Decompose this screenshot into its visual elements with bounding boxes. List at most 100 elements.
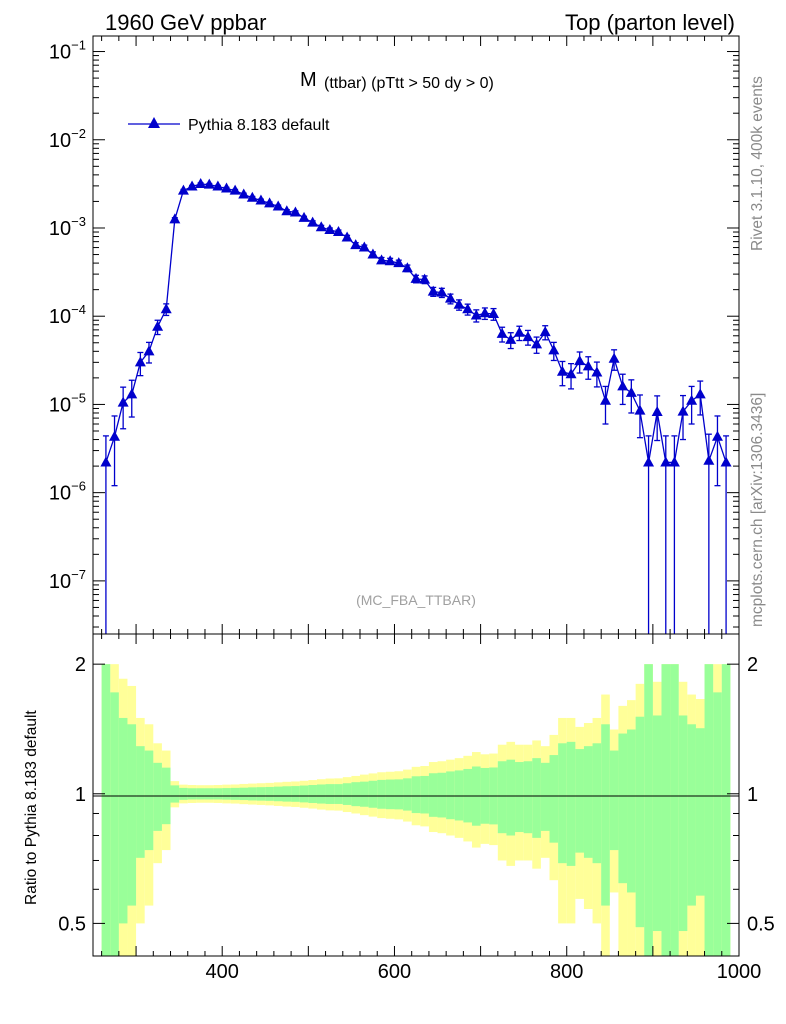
ratio-band-inner-bin <box>230 787 240 800</box>
ratio-band-inner-bin <box>549 755 559 843</box>
ratio-band-inner-bin <box>661 664 671 956</box>
data-point-marker <box>255 194 267 205</box>
ratio-band-inner-bin <box>299 785 309 803</box>
ratio-band-inner-bin <box>644 664 653 956</box>
ratio-band-inner-bin <box>713 692 722 956</box>
ratio-band-inner-bin <box>506 759 516 836</box>
data-point-marker <box>272 200 284 211</box>
ratio-band-inner-bin <box>213 788 223 800</box>
plot-title-main: M <box>300 69 317 91</box>
ratio-band-inner-bin <box>403 778 412 811</box>
data-point-marker <box>195 178 207 189</box>
ratio-y-tick-label-left: 0.5 <box>58 913 86 935</box>
data-point-marker <box>212 180 224 191</box>
data-point-marker <box>376 254 388 265</box>
data-point-marker <box>358 241 370 252</box>
ratio-band-inner-bin <box>695 728 705 896</box>
ratio-band-inner-bin <box>282 786 292 802</box>
ratio-band-inner-bin <box>342 783 352 805</box>
y-tick-label-base: 10 <box>49 394 71 416</box>
y-tick-label-base: 10 <box>49 483 71 505</box>
legend-label: Pythia 8.183 default <box>188 117 330 134</box>
data-point-marker <box>651 406 663 417</box>
ratio-band-inner-bin <box>291 786 300 802</box>
data-point-marker <box>281 205 293 216</box>
ratio-band-inner-bin <box>118 717 128 924</box>
ratio-frame <box>92 633 740 957</box>
ratio-band-inner-bin <box>256 787 266 801</box>
ratio-band-inner-bin <box>670 664 679 956</box>
x-tick-label: 800 <box>550 961 583 983</box>
y-tick-label-exponent: −3 <box>71 214 86 229</box>
data-point-marker <box>668 456 680 467</box>
ratio-y-tick-label-right: 2 <box>747 654 758 676</box>
ratio-band-inner-bin <box>170 785 180 803</box>
y-tick-label: 10−5 <box>49 390 86 416</box>
data-point-marker <box>264 197 276 208</box>
ratio-y-tick-label-left: 2 <box>75 654 86 676</box>
ratio-band-inner-bin <box>454 770 464 821</box>
data-point-marker <box>401 262 413 273</box>
ratio-band-inner-bin <box>497 761 507 834</box>
ratio-band-inner-bin <box>153 762 162 831</box>
ratio-band-inner-bin <box>187 788 197 800</box>
ratio-band-inner-bin <box>351 782 361 807</box>
x-tick-label: 600 <box>378 961 411 983</box>
ratio-band-inner-bin <box>239 787 249 801</box>
data-point-marker <box>152 320 164 331</box>
ratio-band-inner-bin <box>618 733 628 884</box>
data-point-marker <box>160 303 172 314</box>
ratio-band-inner-bin <box>265 786 274 801</box>
ratio-band-inner-bin <box>273 786 283 802</box>
header-left-label: 1960 GeV ppbar <box>105 10 266 35</box>
y-tick-label-exponent: −4 <box>71 302 86 317</box>
data-point-marker <box>548 344 560 355</box>
data-point-marker <box>703 454 715 465</box>
data-point-marker <box>410 272 422 283</box>
data-point-marker <box>109 430 121 441</box>
data-point-marker <box>315 221 327 232</box>
ratio-band-inner-bin <box>204 788 214 800</box>
data-point-marker <box>720 456 732 467</box>
ratio-band-inner-bin <box>308 785 317 803</box>
ratio-band-inner-bin <box>523 761 533 834</box>
ratio-y-tick-label-left: 1 <box>75 784 86 806</box>
ratio-band-inner-bin <box>592 743 602 864</box>
y-tick-label-exponent: −6 <box>71 479 86 494</box>
ratio-band-inner-bin <box>222 788 231 800</box>
data-point-marker <box>393 257 405 268</box>
ratio-band-inner-bin <box>127 724 137 906</box>
ratio-y-tick-label-right: 1 <box>747 784 758 806</box>
data-point-marker <box>660 456 672 467</box>
series-line <box>105 183 727 464</box>
data-point-marker <box>599 394 611 405</box>
data-point-marker <box>686 394 698 405</box>
data-point-marker <box>591 366 603 377</box>
data-point-marker <box>694 388 706 399</box>
y-tick-label: 10−6 <box>49 479 86 505</box>
data-point-marker <box>298 211 310 222</box>
data-point-marker <box>531 338 543 349</box>
ratio-band-inner-bin <box>394 779 404 810</box>
data-point-marker <box>513 326 525 337</box>
data-point-marker <box>246 191 258 202</box>
ratio-band-inner-bin <box>110 692 119 956</box>
ratio-band-inner-bin <box>196 788 205 800</box>
data-point-marker <box>307 216 319 227</box>
data-point-marker <box>556 365 568 376</box>
main-plot: 10−710−610−510−410−310−210−1 <box>49 35 740 635</box>
data-point-marker <box>186 180 198 191</box>
data-point-marker <box>367 248 379 259</box>
data-point-marker <box>384 255 396 266</box>
ratio-band-inner-bin <box>515 762 524 833</box>
y-tick-label: 10−3 <box>49 214 86 240</box>
ratio-band-inner-bin <box>532 758 541 838</box>
data-point-marker <box>289 206 301 217</box>
ratio-band-inner-bin <box>678 715 688 932</box>
ratio-band-inner-bin <box>316 784 326 804</box>
mcplots-label: mcplots.cern.ch [arXiv:1306.3436] <box>749 393 766 627</box>
ratio-band-inner-bin <box>368 780 378 808</box>
ratio-band-inner-bin <box>558 743 567 864</box>
ratio-band-inner-bin <box>652 715 662 932</box>
